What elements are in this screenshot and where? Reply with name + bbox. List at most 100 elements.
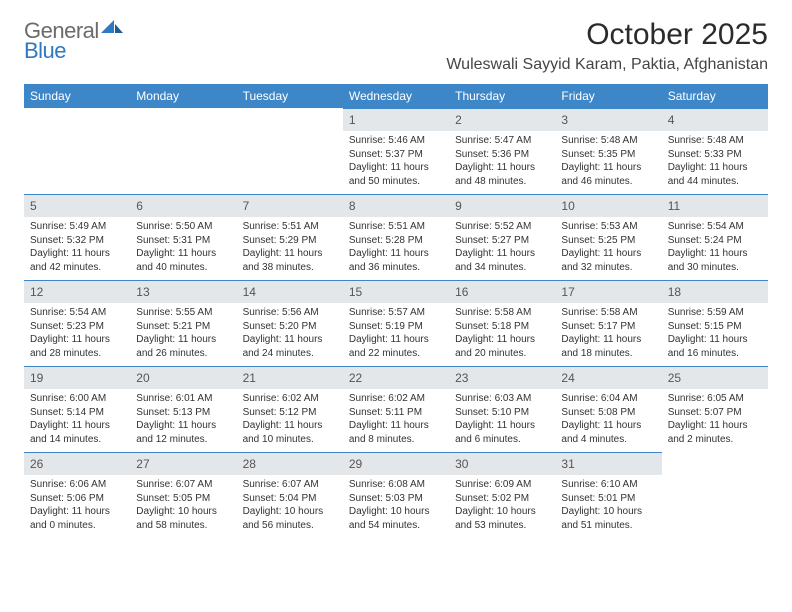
day-number: 26: [24, 452, 130, 475]
calendar-day-cell: 23Sunrise: 6:03 AMSunset: 5:10 PMDayligh…: [449, 366, 555, 452]
day-details: Sunrise: 5:47 AMSunset: 5:36 PMDaylight:…: [449, 131, 555, 192]
day-details: Sunrise: 5:57 AMSunset: 5:19 PMDaylight:…: [343, 303, 449, 364]
day-number: 22: [343, 366, 449, 389]
calendar-day-cell: 12Sunrise: 5:54 AMSunset: 5:23 PMDayligh…: [24, 280, 130, 366]
calendar-day-cell: 27Sunrise: 6:07 AMSunset: 5:05 PMDayligh…: [130, 452, 236, 538]
weekday-header: Sunday: [24, 84, 130, 108]
day-details: Sunrise: 5:50 AMSunset: 5:31 PMDaylight:…: [130, 217, 236, 278]
calendar-week-row: 5Sunrise: 5:49 AMSunset: 5:32 PMDaylight…: [24, 194, 768, 280]
calendar-body: 1Sunrise: 5:46 AMSunset: 5:37 PMDaylight…: [24, 108, 768, 538]
location: Wuleswali Sayyid Karam, Paktia, Afghanis…: [446, 56, 768, 74]
day-details: Sunrise: 6:02 AMSunset: 5:12 PMDaylight:…: [237, 389, 343, 450]
day-details: Sunrise: 5:59 AMSunset: 5:15 PMDaylight:…: [662, 303, 768, 364]
calendar-day-cell: [24, 108, 130, 194]
day-details: Sunrise: 6:07 AMSunset: 5:05 PMDaylight:…: [130, 475, 236, 536]
calendar-day-cell: 21Sunrise: 6:02 AMSunset: 5:12 PMDayligh…: [237, 366, 343, 452]
day-number: 9: [449, 194, 555, 217]
day-details: Sunrise: 5:48 AMSunset: 5:33 PMDaylight:…: [662, 131, 768, 192]
day-details: Sunrise: 6:09 AMSunset: 5:02 PMDaylight:…: [449, 475, 555, 536]
calendar-day-cell: [237, 108, 343, 194]
day-number: 8: [343, 194, 449, 217]
day-number: 25: [662, 366, 768, 389]
weekday-header: Tuesday: [237, 84, 343, 108]
weekday-header: Friday: [555, 84, 661, 108]
day-details: Sunrise: 6:05 AMSunset: 5:07 PMDaylight:…: [662, 389, 768, 450]
day-details: Sunrise: 5:58 AMSunset: 5:17 PMDaylight:…: [555, 303, 661, 364]
day-number: 4: [662, 108, 768, 131]
calendar-day-cell: [662, 452, 768, 538]
day-number: 30: [449, 452, 555, 475]
day-number: 21: [237, 366, 343, 389]
calendar-day-cell: 2Sunrise: 5:47 AMSunset: 5:36 PMDaylight…: [449, 108, 555, 194]
day-details: Sunrise: 5:54 AMSunset: 5:24 PMDaylight:…: [662, 217, 768, 278]
day-number: 6: [130, 194, 236, 217]
weekday-header: Wednesday: [343, 84, 449, 108]
day-details: Sunrise: 6:10 AMSunset: 5:01 PMDaylight:…: [555, 475, 661, 536]
calendar-day-cell: 8Sunrise: 5:51 AMSunset: 5:28 PMDaylight…: [343, 194, 449, 280]
calendar-day-cell: 7Sunrise: 5:51 AMSunset: 5:29 PMDaylight…: [237, 194, 343, 280]
day-details: Sunrise: 5:51 AMSunset: 5:29 PMDaylight:…: [237, 217, 343, 278]
calendar-day-cell: 28Sunrise: 6:07 AMSunset: 5:04 PMDayligh…: [237, 452, 343, 538]
day-number: 11: [662, 194, 768, 217]
day-number: 2: [449, 108, 555, 131]
day-number: 5: [24, 194, 130, 217]
day-number: 31: [555, 452, 661, 475]
day-details: Sunrise: 5:56 AMSunset: 5:20 PMDaylight:…: [237, 303, 343, 364]
day-number: 12: [24, 280, 130, 303]
calendar-day-cell: 6Sunrise: 5:50 AMSunset: 5:31 PMDaylight…: [130, 194, 236, 280]
calendar-table: SundayMondayTuesdayWednesdayThursdayFrid…: [24, 84, 768, 538]
day-number: 15: [343, 280, 449, 303]
day-details: Sunrise: 6:00 AMSunset: 5:14 PMDaylight:…: [24, 389, 130, 450]
brand-logo: General Blue: [24, 18, 123, 64]
day-number: 10: [555, 194, 661, 217]
header: General Blue October 2025 Wuleswali Sayy…: [24, 18, 768, 74]
day-number: 3: [555, 108, 661, 131]
day-details: Sunrise: 6:04 AMSunset: 5:08 PMDaylight:…: [555, 389, 661, 450]
day-number: 28: [237, 452, 343, 475]
calendar-day-cell: 4Sunrise: 5:48 AMSunset: 5:33 PMDaylight…: [662, 108, 768, 194]
calendar-day-cell: 3Sunrise: 5:48 AMSunset: 5:35 PMDaylight…: [555, 108, 661, 194]
logo-sail-icon: [101, 20, 123, 39]
logo-blue: Blue: [24, 38, 66, 63]
calendar-header-row: SundayMondayTuesdayWednesdayThursdayFrid…: [24, 84, 768, 108]
day-details: Sunrise: 5:48 AMSunset: 5:35 PMDaylight:…: [555, 131, 661, 192]
day-number: 17: [555, 280, 661, 303]
day-details: Sunrise: 6:01 AMSunset: 5:13 PMDaylight:…: [130, 389, 236, 450]
calendar-day-cell: 14Sunrise: 5:56 AMSunset: 5:20 PMDayligh…: [237, 280, 343, 366]
day-number: 23: [449, 366, 555, 389]
day-details: Sunrise: 6:07 AMSunset: 5:04 PMDaylight:…: [237, 475, 343, 536]
weekday-header: Saturday: [662, 84, 768, 108]
month-title: October 2025: [446, 18, 768, 52]
calendar-day-cell: 5Sunrise: 5:49 AMSunset: 5:32 PMDaylight…: [24, 194, 130, 280]
day-details: Sunrise: 5:46 AMSunset: 5:37 PMDaylight:…: [343, 131, 449, 192]
calendar-day-cell: 30Sunrise: 6:09 AMSunset: 5:02 PMDayligh…: [449, 452, 555, 538]
calendar-day-cell: 10Sunrise: 5:53 AMSunset: 5:25 PMDayligh…: [555, 194, 661, 280]
day-number: 1: [343, 108, 449, 131]
weekday-header: Thursday: [449, 84, 555, 108]
calendar-day-cell: 17Sunrise: 5:58 AMSunset: 5:17 PMDayligh…: [555, 280, 661, 366]
calendar-day-cell: 1Sunrise: 5:46 AMSunset: 5:37 PMDaylight…: [343, 108, 449, 194]
calendar-day-cell: 20Sunrise: 6:01 AMSunset: 5:13 PMDayligh…: [130, 366, 236, 452]
day-details: Sunrise: 5:52 AMSunset: 5:27 PMDaylight:…: [449, 217, 555, 278]
day-details: Sunrise: 6:02 AMSunset: 5:11 PMDaylight:…: [343, 389, 449, 450]
calendar-day-cell: 9Sunrise: 5:52 AMSunset: 5:27 PMDaylight…: [449, 194, 555, 280]
calendar-day-cell: 22Sunrise: 6:02 AMSunset: 5:11 PMDayligh…: [343, 366, 449, 452]
calendar-day-cell: 29Sunrise: 6:08 AMSunset: 5:03 PMDayligh…: [343, 452, 449, 538]
calendar-day-cell: 16Sunrise: 5:58 AMSunset: 5:18 PMDayligh…: [449, 280, 555, 366]
calendar-day-cell: 24Sunrise: 6:04 AMSunset: 5:08 PMDayligh…: [555, 366, 661, 452]
day-number: 20: [130, 366, 236, 389]
day-number: 7: [237, 194, 343, 217]
day-number: 13: [130, 280, 236, 303]
day-details: Sunrise: 5:58 AMSunset: 5:18 PMDaylight:…: [449, 303, 555, 364]
calendar-day-cell: 15Sunrise: 5:57 AMSunset: 5:19 PMDayligh…: [343, 280, 449, 366]
day-number: 29: [343, 452, 449, 475]
day-details: Sunrise: 5:55 AMSunset: 5:21 PMDaylight:…: [130, 303, 236, 364]
calendar-day-cell: 25Sunrise: 6:05 AMSunset: 5:07 PMDayligh…: [662, 366, 768, 452]
calendar-week-row: 12Sunrise: 5:54 AMSunset: 5:23 PMDayligh…: [24, 280, 768, 366]
day-number: 27: [130, 452, 236, 475]
day-details: Sunrise: 5:51 AMSunset: 5:28 PMDaylight:…: [343, 217, 449, 278]
day-details: Sunrise: 5:49 AMSunset: 5:32 PMDaylight:…: [24, 217, 130, 278]
day-number: 18: [662, 280, 768, 303]
calendar-week-row: 19Sunrise: 6:00 AMSunset: 5:14 PMDayligh…: [24, 366, 768, 452]
title-block: October 2025 Wuleswali Sayyid Karam, Pak…: [446, 18, 768, 74]
